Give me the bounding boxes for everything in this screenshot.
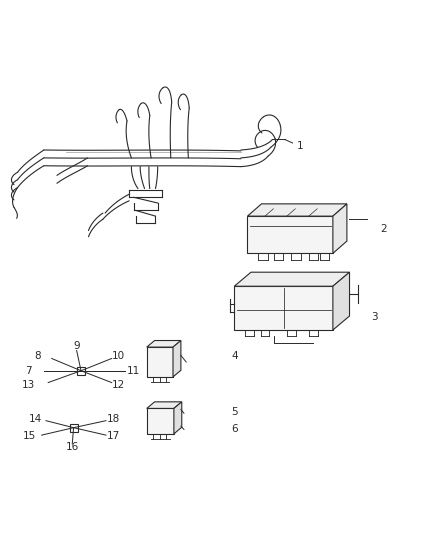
Text: 9: 9: [73, 341, 80, 351]
Polygon shape: [234, 286, 333, 330]
Polygon shape: [333, 204, 347, 253]
Polygon shape: [174, 402, 182, 434]
Text: 8: 8: [34, 351, 41, 361]
Polygon shape: [147, 347, 173, 377]
Polygon shape: [234, 272, 350, 286]
Text: 15: 15: [23, 431, 36, 441]
Polygon shape: [333, 272, 350, 330]
Text: 11: 11: [127, 366, 140, 376]
Text: 17: 17: [106, 431, 120, 441]
Polygon shape: [147, 341, 181, 347]
Text: 5: 5: [231, 407, 238, 417]
Text: 6: 6: [231, 424, 238, 433]
Text: 3: 3: [371, 312, 378, 322]
Text: 7: 7: [25, 366, 32, 376]
Text: 1: 1: [297, 141, 304, 151]
Polygon shape: [173, 341, 181, 377]
Text: 2: 2: [380, 224, 387, 235]
Polygon shape: [247, 204, 347, 216]
Text: 12: 12: [112, 379, 125, 390]
Text: 14: 14: [28, 414, 42, 424]
FancyBboxPatch shape: [70, 424, 78, 432]
Polygon shape: [247, 216, 333, 253]
Text: 18: 18: [106, 414, 120, 424]
Text: 4: 4: [231, 351, 238, 361]
FancyBboxPatch shape: [77, 367, 85, 375]
Text: 16: 16: [66, 442, 79, 452]
Text: 13: 13: [22, 379, 35, 390]
Polygon shape: [147, 402, 182, 408]
Polygon shape: [147, 408, 174, 434]
Text: 10: 10: [112, 351, 125, 361]
